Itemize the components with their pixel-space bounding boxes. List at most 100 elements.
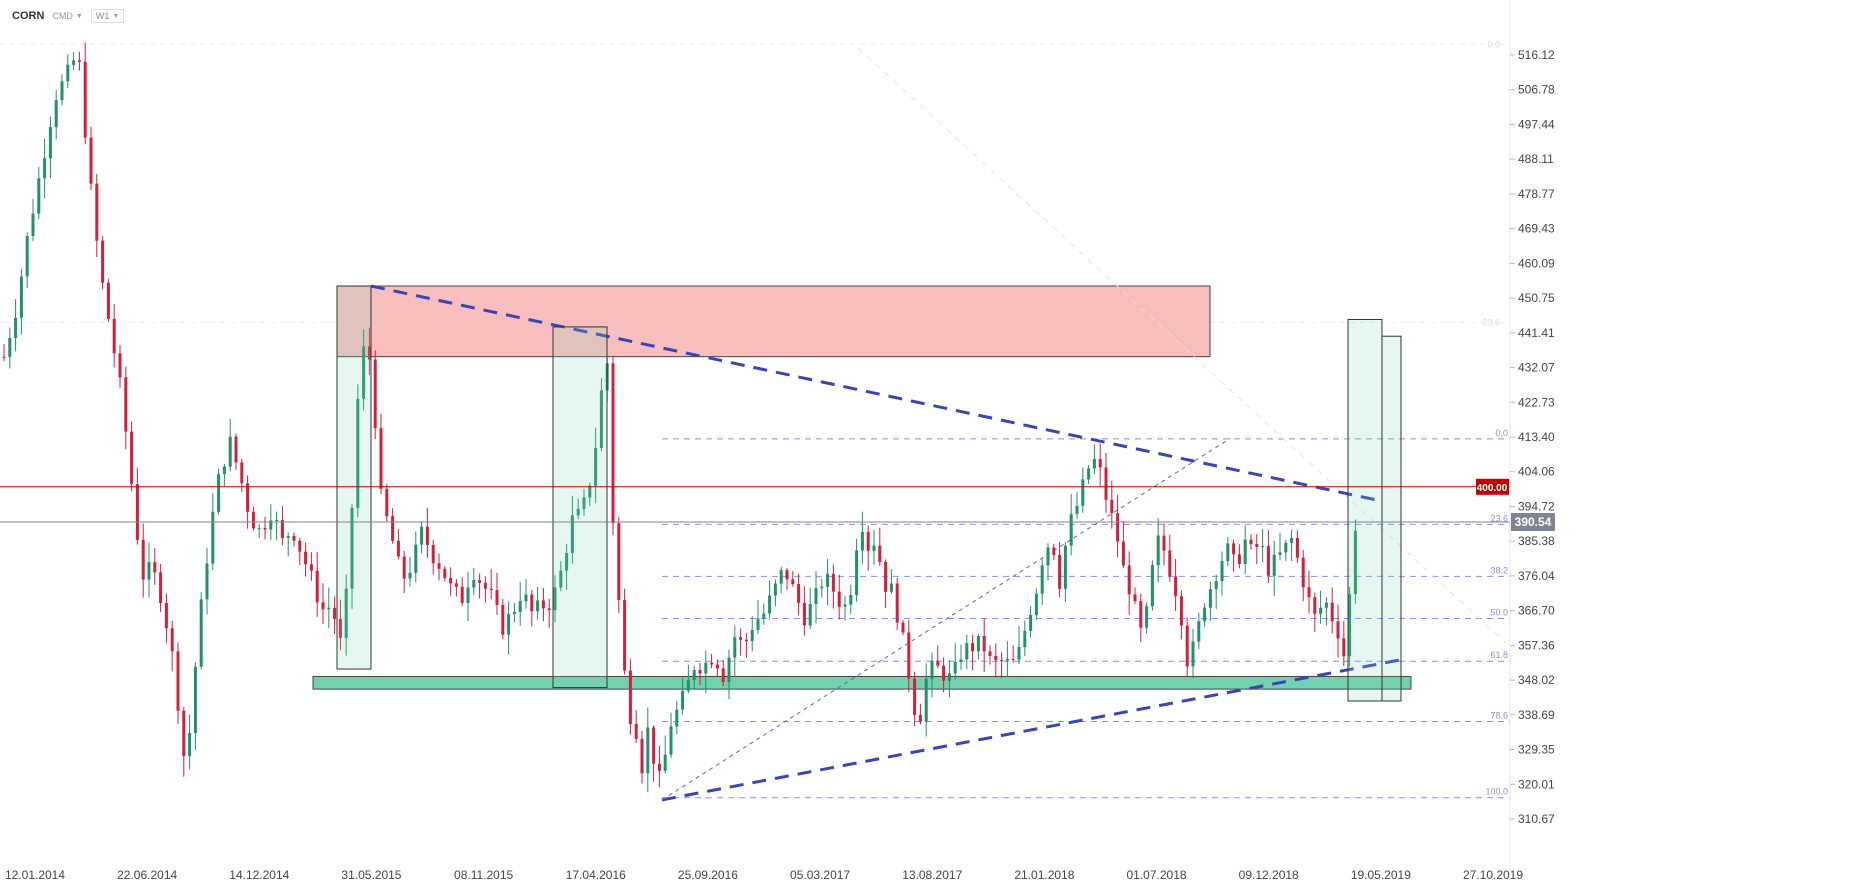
candle-body bbox=[634, 723, 638, 739]
candle-body bbox=[1063, 545, 1067, 589]
candle-body bbox=[907, 632, 911, 679]
candle-body bbox=[211, 511, 215, 564]
candle bbox=[808, 587, 812, 630]
candle bbox=[541, 587, 545, 622]
timeframe-dropdown[interactable]: W1 ▼ bbox=[90, 9, 125, 23]
instrument-type-dropdown[interactable]: CMD ▼ bbox=[52, 11, 82, 21]
candle-body bbox=[895, 583, 899, 623]
candle-body bbox=[217, 474, 221, 512]
price-tick-label: 441.41 bbox=[1518, 326, 1555, 340]
candle bbox=[518, 581, 522, 626]
candle bbox=[385, 483, 389, 523]
price-tick-label: 413.40 bbox=[1518, 430, 1555, 444]
candle bbox=[628, 659, 632, 735]
candle bbox=[1104, 452, 1108, 513]
date-tick-label: 22.06.2014 bbox=[117, 868, 177, 882]
candle bbox=[1313, 592, 1317, 632]
candle-body bbox=[512, 612, 516, 615]
candle bbox=[124, 366, 128, 450]
candle bbox=[501, 598, 505, 640]
candle-body bbox=[686, 680, 690, 691]
candle-body bbox=[617, 523, 621, 601]
candle bbox=[710, 653, 714, 669]
date-tick-label: 27.10.2019 bbox=[1463, 868, 1523, 882]
candle-body bbox=[872, 545, 876, 551]
candle bbox=[756, 600, 760, 635]
candle-body bbox=[1104, 467, 1108, 500]
candle-body bbox=[443, 568, 447, 579]
candle-body bbox=[837, 591, 841, 607]
candle bbox=[327, 587, 331, 628]
candle bbox=[507, 600, 511, 655]
fib-level-label: 61.8 bbox=[1490, 650, 1508, 660]
candle bbox=[443, 566, 447, 582]
candle bbox=[205, 548, 209, 615]
candle-body bbox=[130, 431, 134, 485]
candle bbox=[1005, 641, 1009, 677]
candle-body bbox=[611, 363, 615, 524]
candle-body bbox=[866, 532, 870, 551]
candle-body bbox=[1023, 630, 1027, 647]
price-badges: 400.00 390.54 bbox=[1476, 478, 1555, 531]
candle-body bbox=[1301, 557, 1305, 588]
candle-body bbox=[385, 488, 389, 517]
candle bbox=[559, 561, 563, 592]
candle-body bbox=[1342, 638, 1346, 657]
resistance-zone bbox=[336, 285, 1211, 358]
date-tick-label: 31.05.2015 bbox=[341, 868, 401, 882]
candle-body bbox=[1353, 530, 1357, 594]
candle bbox=[959, 644, 963, 670]
candle bbox=[1185, 617, 1189, 677]
candle bbox=[246, 475, 250, 529]
candle-body bbox=[159, 572, 163, 604]
candle bbox=[367, 327, 371, 376]
candle-body bbox=[791, 579, 795, 585]
candle-body bbox=[478, 580, 482, 583]
candle-body bbox=[884, 561, 888, 592]
instrument-type-label: CMD bbox=[52, 11, 73, 21]
candle bbox=[611, 356, 615, 536]
candle-body bbox=[826, 573, 830, 587]
candle bbox=[222, 464, 226, 487]
candle bbox=[797, 573, 801, 616]
candle bbox=[570, 495, 574, 564]
candle bbox=[1353, 519, 1357, 604]
candle-body bbox=[14, 317, 18, 339]
candle bbox=[1197, 612, 1201, 650]
candle-body bbox=[414, 544, 418, 573]
price-tick-label: 450.75 bbox=[1518, 291, 1555, 305]
price-tick-label: 385.38 bbox=[1518, 534, 1555, 548]
candle-body bbox=[1034, 593, 1038, 616]
candle-body bbox=[1052, 547, 1056, 555]
candle bbox=[379, 413, 383, 494]
candle bbox=[309, 552, 313, 581]
candle bbox=[1011, 645, 1015, 663]
candle bbox=[791, 571, 795, 587]
trendline-thin bbox=[661, 438, 1231, 801]
candle-body bbox=[251, 511, 255, 529]
candle-body bbox=[37, 178, 41, 214]
candle bbox=[251, 506, 255, 531]
date-tick-label: 08.11.2015 bbox=[454, 868, 513, 882]
candle bbox=[942, 657, 946, 693]
candle bbox=[547, 598, 551, 628]
candle-body bbox=[501, 604, 505, 635]
date-tick-label: 05.03.2017 bbox=[790, 868, 850, 882]
candle-body bbox=[472, 580, 476, 588]
candle bbox=[31, 198, 35, 242]
candle-body bbox=[744, 639, 748, 642]
candle-body bbox=[762, 613, 766, 619]
candle-body bbox=[715, 664, 719, 669]
candle-body bbox=[692, 670, 696, 681]
candle-body bbox=[1324, 602, 1328, 608]
fib-level-label: 100.0 bbox=[1485, 787, 1508, 797]
candle bbox=[785, 567, 789, 590]
candle-body bbox=[1272, 554, 1276, 576]
candle bbox=[768, 580, 772, 620]
candle-body bbox=[1237, 554, 1241, 564]
candle bbox=[1145, 602, 1149, 634]
candle bbox=[211, 493, 215, 571]
candle-body bbox=[559, 570, 563, 588]
candle-body bbox=[959, 659, 963, 662]
